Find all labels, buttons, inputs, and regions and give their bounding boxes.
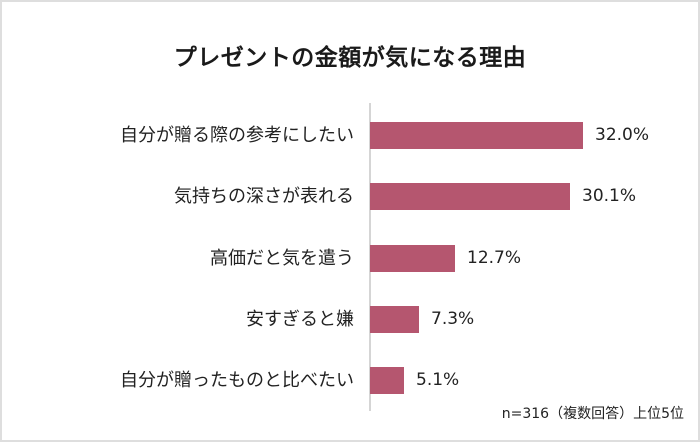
category-label: 安すぎると嫌 (246, 309, 354, 330)
footnote: n=316（複数回答）上位5位 (501, 406, 684, 422)
bar-row: 高価だと気を遣う 12.7% (0, 245, 700, 272)
value-label: 12.7% (467, 248, 522, 268)
value-label: 30.1% (582, 186, 637, 206)
bar-row: 気持ちの深さが表れる 30.1% (0, 183, 700, 210)
category-label: 高価だと気を遣う (210, 248, 354, 269)
chart-title: プレゼントの金額が気になる理由 (173, 45, 527, 71)
value-label: 32.0% (595, 125, 650, 145)
category-label: 気持ちの深さが表れる (174, 186, 354, 207)
bar (370, 367, 404, 394)
bar-row: 安すぎると嫌 7.3% (0, 306, 700, 333)
bar-row: 自分が贈る際の参考にしたい 32.0% (0, 122, 700, 149)
bar (370, 122, 583, 149)
value-label: 7.3% (431, 309, 475, 329)
bar-row: 自分が贈ったものと比べたい 5.1% (0, 367, 700, 394)
bar (370, 183, 570, 210)
category-label: 自分が贈る際の参考にしたい (120, 125, 354, 146)
value-label: 5.1% (416, 370, 460, 390)
bar (370, 245, 455, 272)
category-label: 自分が贈ったものと比べたい (120, 370, 354, 391)
bar (370, 306, 419, 333)
